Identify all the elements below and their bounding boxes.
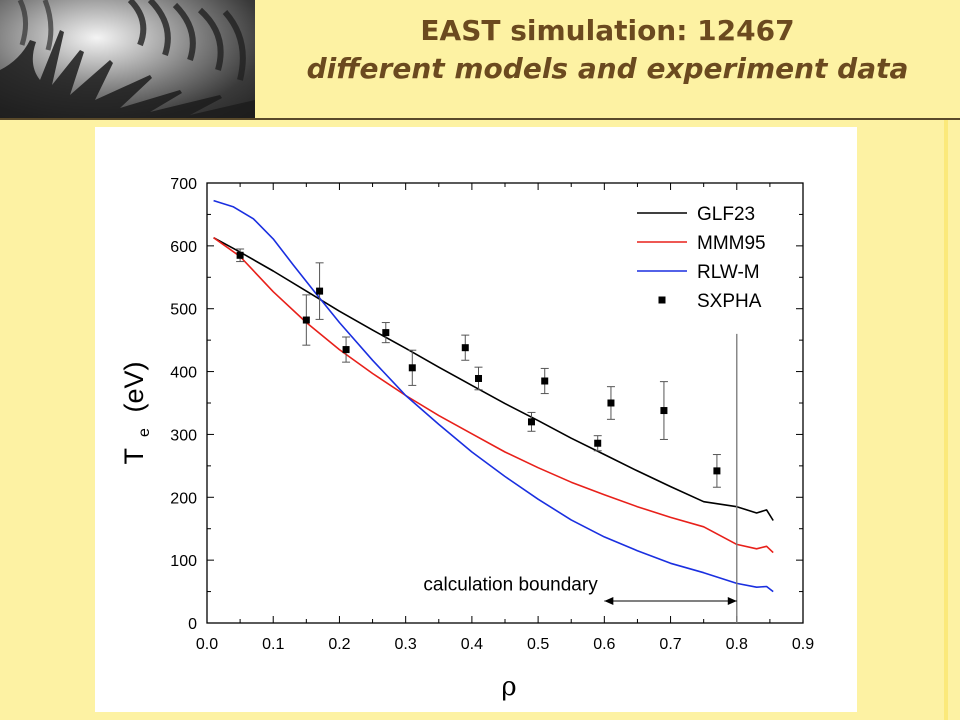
y-axis-label: T e (eV) [119, 362, 155, 465]
x-tick-label-3: 0.3 [395, 636, 417, 653]
series-line-glf23 [213, 236, 774, 521]
legend-label-rlw-m: RLW-M [697, 262, 760, 283]
data-point-9 [541, 377, 549, 385]
calculation-boundary-label: calculation boundary [423, 574, 598, 595]
boundary-arrow-head-right [727, 597, 737, 605]
x-tick-label-4: 0.4 [461, 636, 483, 653]
axis-ticks: 0.0 0.1 0.2 0.3 0.4 0.5 0.6 0.7 0.8 0.9 0 100 200 300… [170, 176, 814, 653]
plot-frame [206, 182, 804, 624]
x-tick-label-2: 0.2 [328, 636, 350, 653]
legend-label-mmm95: MMM95 [697, 233, 766, 254]
x-axis-label: ρ [501, 672, 516, 702]
data-point-11 [607, 399, 615, 407]
y-axis-label-sub: e [136, 428, 153, 437]
legend-label-sxpha: SXPHA [697, 291, 762, 312]
slide-header: EAST simulation: 12467 different models … [0, 0, 960, 118]
data-point-0 [236, 251, 244, 259]
legend-label-glf23: GLF23 [697, 204, 755, 225]
data-point-4 [382, 329, 390, 337]
y-tick-label-1: 100 [170, 553, 197, 570]
data-point-2 [316, 287, 324, 295]
legend: GLF23 MMM95 RLW-M SXPHA [637, 204, 766, 312]
right-accent-bar [944, 120, 948, 720]
slide-title-line1: EAST simulation: 12467 [420, 14, 795, 47]
data-point-12 [660, 407, 668, 415]
y-axis-label-text: T e (eV) [119, 362, 155, 465]
plot-panel: 0.0 0.1 0.2 0.3 0.4 0.5 0.6 0.7 0.8 0.9 0 100 200 300… [95, 127, 857, 712]
y-tick-label-2: 200 [170, 490, 197, 507]
data-point-10 [594, 439, 602, 447]
wheat-field-photo [0, 0, 255, 118]
x-tick-label-1: 0.1 [262, 636, 284, 653]
y-axis-label-main: T [119, 448, 149, 464]
annotations: calculation boundary [423, 333, 738, 623]
x-tick-label-0: 0.0 [196, 636, 218, 653]
data-point-13 [713, 467, 721, 475]
y-tick-label-3: 300 [170, 427, 197, 444]
header-divider [0, 118, 960, 120]
y-axis-label-unit: (eV) [119, 362, 149, 413]
experiment-points [236, 248, 721, 488]
legend-marker-sxpha [658, 296, 666, 304]
y-tick-label-6: 600 [170, 239, 197, 256]
boundary-arrow-head-left [604, 597, 614, 605]
series-line-rlw-m [213, 199, 774, 593]
series-lines [213, 199, 774, 593]
data-point-3 [342, 346, 350, 354]
slide-title: EAST simulation: 12467 different models … [255, 12, 960, 88]
data-point-6 [461, 344, 469, 352]
x-tick-label-5: 0.5 [527, 636, 549, 653]
series-line-mmm95 [213, 237, 774, 554]
y-tick-label-0: 0 [188, 616, 197, 633]
data-point-1 [302, 316, 310, 324]
data-point-5 [408, 364, 416, 372]
y-tick-label-7: 700 [170, 176, 197, 193]
data-point-8 [527, 418, 535, 426]
x-tick-label-9: 0.9 [792, 636, 814, 653]
te-profile-chart: 0.0 0.1 0.2 0.3 0.4 0.5 0.6 0.7 0.8 0.9 0 100 200 300… [119, 176, 814, 702]
data-point-7 [475, 374, 483, 382]
x-tick-label-7: 0.7 [659, 636, 681, 653]
wheat-silhouette [0, 0, 255, 118]
y-tick-label-5: 500 [170, 302, 197, 319]
y-tick-label-4: 400 [170, 365, 197, 382]
slide-title-line2: different models and experiment data [306, 52, 909, 85]
x-tick-label-8: 0.8 [726, 636, 748, 653]
x-tick-label-6: 0.6 [593, 636, 615, 653]
